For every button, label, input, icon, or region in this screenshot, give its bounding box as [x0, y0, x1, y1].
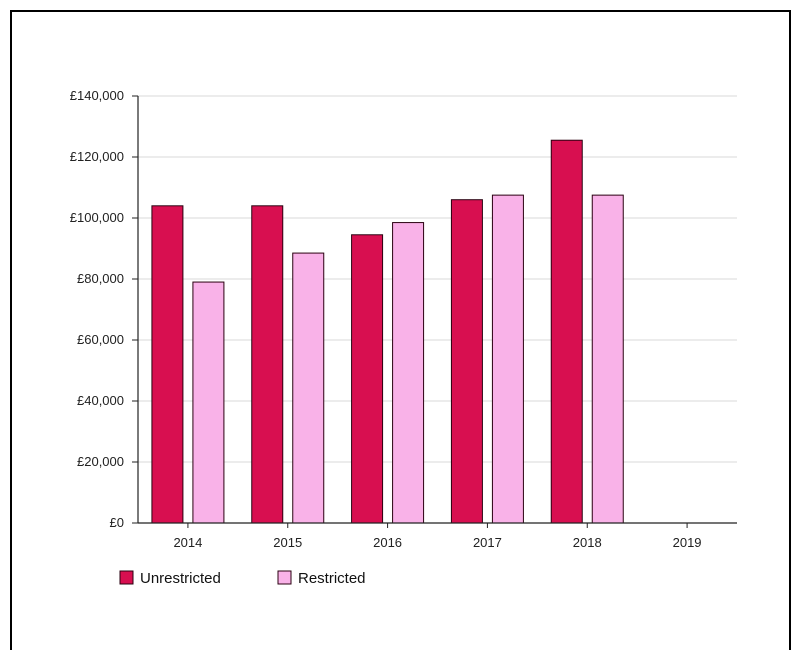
legend-swatch-unrestricted	[119, 570, 134, 585]
y-tick-label: £140,000	[70, 88, 124, 103]
legend-label-unrestricted: Unrestricted	[140, 570, 221, 587]
bar-unrestricted-2015	[251, 205, 284, 524]
bar-unrestricted-2017	[450, 199, 483, 524]
bars	[151, 139, 624, 524]
legend: Unrestricted Restricted	[119, 570, 366, 587]
bar-unrestricted-2014	[151, 205, 184, 524]
x-tick-labels: 2014 2015 2016 2017 2018 2019	[173, 535, 701, 550]
y-tick-label: £80,000	[77, 271, 124, 286]
x-tick-label: 2017	[473, 535, 502, 550]
y-tick-label: £40,000	[77, 393, 124, 408]
y-tick-label: £0	[110, 515, 124, 530]
x-tick-label: 2019	[673, 535, 702, 550]
y-tick-label: £100,000	[70, 210, 124, 225]
bar-restricted-2014	[192, 281, 225, 524]
x-tick-label: 2015	[273, 535, 302, 550]
y-tick-label: £60,000	[77, 332, 124, 347]
axes	[137, 96, 737, 524]
x-tick-label: 2016	[373, 535, 402, 550]
bar-restricted-2016	[392, 222, 425, 524]
y-tick-label: £120,000	[70, 149, 124, 164]
y-tick-labels: £0 £20,000 £40,000 £60,000 £80,000 £100,000 £1…	[70, 88, 124, 530]
legend-swatch-restricted	[277, 570, 292, 585]
bar-restricted-2018	[591, 194, 624, 524]
y-tick-label: £20,000	[77, 454, 124, 469]
bar-restricted-2015	[292, 252, 325, 524]
x-tick-label: 2018	[573, 535, 602, 550]
bar-unrestricted-2018	[550, 139, 583, 524]
bar-restricted-2017	[491, 194, 524, 524]
x-tick-label: 2014	[173, 535, 202, 550]
bar-unrestricted-2016	[351, 234, 384, 524]
gridlines	[132, 95, 737, 528]
legend-label-restricted: Restricted	[298, 570, 366, 587]
